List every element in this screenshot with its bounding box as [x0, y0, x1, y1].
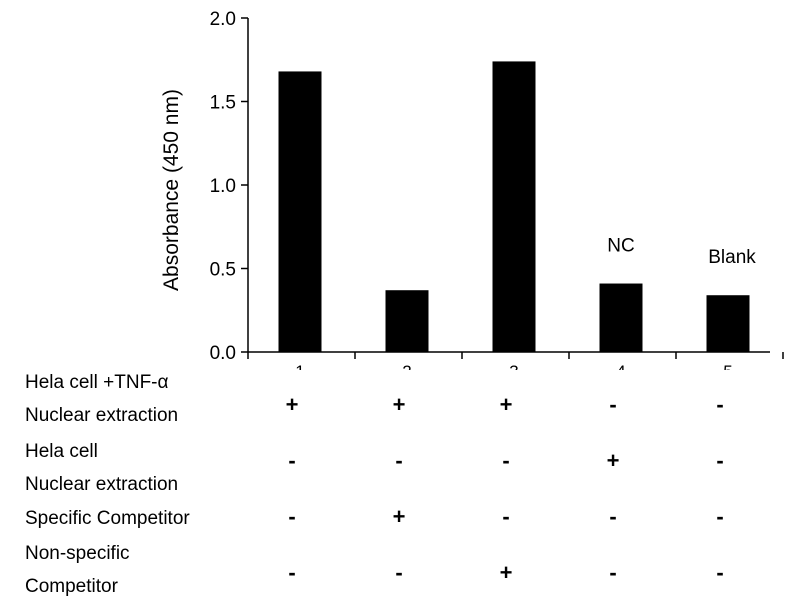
x-tick-label: 3 [509, 362, 518, 370]
condition-4-sign-1: - [288, 560, 296, 585]
bar-3 [492, 61, 536, 353]
condition-4-line2: Competitor [25, 576, 118, 597]
condition-4-sign-5: - [716, 560, 724, 585]
condition-2-line1: Hela cell [25, 441, 98, 462]
x-tick-label: 2 [402, 362, 411, 370]
x-tick-label: 4 [616, 362, 625, 370]
condition-1-sign-5: - [716, 392, 724, 417]
y-tick-label: 2.0 [210, 9, 236, 30]
condition-2-label: Hela cell Nuclear extraction [25, 441, 178, 496]
annotation-nc: NC [607, 236, 634, 257]
bars-group [278, 61, 750, 353]
condition-3-label: Specific Competitor [25, 508, 190, 530]
y-axis-label: Absorbance (450 nm) [160, 89, 183, 291]
condition-1-sign-1: + [285, 392, 299, 417]
bar-chart: 0.0 0.5 1.0 1.5 2.0 Absorbance (450 nm) 1 2 3 4 5 N… [160, 9, 784, 370]
condition-3-sign-5: - [716, 504, 724, 529]
condition-4-line1: Non-specific [25, 543, 130, 564]
condition-3-line1: Specific Competitor [25, 508, 190, 529]
condition-2-sign-5: - [716, 448, 724, 473]
condition-2-line2: Nuclear extraction [25, 474, 179, 495]
condition-3-sign-3: - [502, 504, 510, 529]
y-tick-label: 1.5 [210, 93, 236, 114]
condition-2-sign-1: - [288, 448, 296, 473]
condition-4-label: Non-specific Competitor [25, 543, 130, 598]
annotation-blank: Blank [708, 247, 756, 268]
condition-2-sign-3: - [502, 448, 510, 473]
x-tick-label: 1 [295, 362, 304, 370]
condition-3-sign-4: - [609, 504, 617, 529]
condition-4-sign-3: + [499, 560, 513, 585]
bar-1 [278, 71, 322, 352]
condition-1-sign-3: + [499, 392, 513, 417]
condition-1-line2: Nuclear extraction [25, 405, 179, 426]
condition-3-sign-2: + [392, 504, 406, 529]
bar-4 [599, 283, 643, 352]
condition-4-sign-2: - [395, 560, 403, 585]
bar-2 [385, 290, 429, 352]
condition-1-line1: Hela cell +TNF-α [25, 372, 169, 393]
axes-group [241, 17, 784, 359]
condition-1-sign-2: + [392, 392, 406, 417]
condition-1-label: Hela cell +TNF-α Nuclear extraction [25, 372, 178, 427]
condition-4-sign-4: - [609, 560, 617, 585]
bar-5 [706, 295, 750, 352]
y-tick-label: 1.0 [210, 176, 236, 197]
y-tick-label: 0.5 [210, 260, 236, 281]
condition-2-sign-2: - [395, 448, 403, 473]
condition-2-sign-4: + [606, 448, 620, 473]
labels-group: 0.0 0.5 1.0 1.5 2.0 Absorbance (450 nm) 1 2 3 4 5 N… [160, 9, 756, 370]
x-tick-label: 5 [723, 362, 732, 370]
condition-1-sign-4: - [609, 392, 617, 417]
condition-3-sign-1: - [288, 504, 296, 529]
y-tick-label: 0.0 [210, 343, 236, 364]
